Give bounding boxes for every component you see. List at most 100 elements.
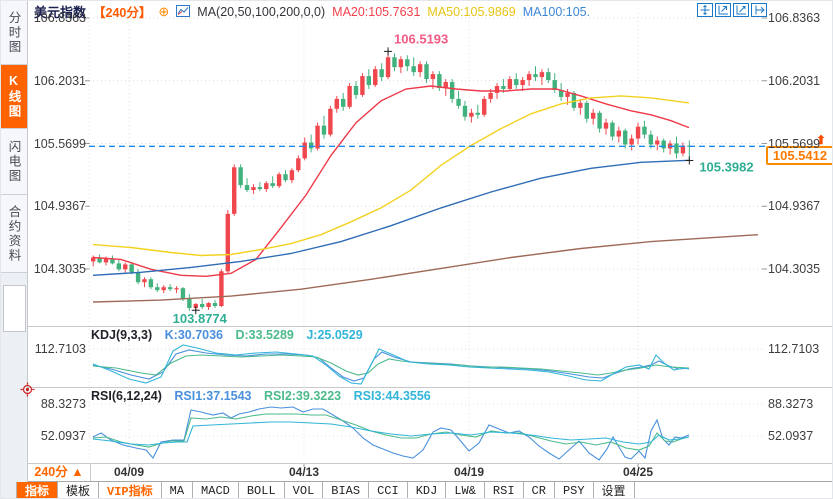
candle-body (103, 258, 109, 263)
period-label: 【240分】 (93, 6, 152, 20)
tabbar-top-border (1, 481, 832, 482)
sidebar-tab-2[interactable]: K线图 (1, 65, 27, 129)
candle-body (225, 213, 231, 272)
axis-scale-button[interactable] (715, 3, 731, 17)
period-selector[interactable]: 240分 ▲ (28, 464, 91, 481)
candle-body (526, 74, 532, 81)
plus-circle-icon[interactable]: ⊕ (158, 4, 170, 19)
ma20-value: MA20:105.7631 (332, 4, 421, 19)
rsi-label: RSI(6,12,24) (91, 389, 162, 403)
sidebar-tab-1[interactable]: 分时图 (1, 1, 27, 65)
candle-body (571, 92, 577, 108)
candle-body (289, 170, 295, 181)
sidebar-tab-4[interactable]: 合约资料 (1, 195, 27, 273)
candle-body (379, 69, 384, 78)
indicator-tab-MA[interactable]: MA (162, 482, 194, 498)
candle-body (674, 143, 679, 154)
candle-body (206, 303, 211, 308)
x-axis-date-label: 04/13 (288, 465, 320, 479)
candle-body (161, 287, 166, 291)
candle-body (135, 272, 141, 283)
candle-body (494, 86, 500, 93)
price-axis-label-right: 105.5699 (768, 136, 821, 151)
indicator-tab-VIP指标[interactable]: VIP指标 (99, 482, 162, 498)
candle-body (443, 82, 448, 88)
price-axis-label-left: 104.9367 (33, 199, 86, 214)
candle-body (366, 76, 372, 86)
axis-zoom-button[interactable] (733, 3, 749, 17)
price-up-arrow-icon: ⬆ (816, 133, 827, 147)
sidebar-tab-3[interactable]: 闪电图 (1, 129, 27, 195)
indicator-tab-模板[interactable]: 模板 (58, 482, 100, 498)
kdj-d-line (92, 354, 690, 376)
price-axis-label-left: 105.5699 (33, 136, 86, 151)
candle-body (97, 257, 102, 263)
rsi3-value: RSI3:44.3556 (353, 389, 431, 403)
indicator-tab-LW&[interactable]: LW& (446, 482, 485, 498)
candle-body (539, 72, 545, 78)
candle-body (373, 69, 378, 86)
kdj-label: KDJ(9,3,3) (91, 328, 153, 342)
indicator-tab-CR[interactable]: CR (524, 482, 555, 498)
candle-body (244, 185, 250, 191)
candle-body (398, 59, 404, 68)
candle-body (430, 74, 436, 80)
candle-body (360, 76, 365, 95)
kdj-axis-label-left: 112.7103 (34, 342, 86, 356)
candle-body (321, 125, 327, 135)
candle-body (558, 89, 564, 97)
indicator-tab-指标[interactable]: 指标 (16, 482, 59, 498)
candle-body (155, 287, 160, 291)
candle-body (565, 92, 570, 97)
ma100-value: MA100:105. (522, 4, 591, 19)
indicator-tab-BOLL[interactable]: BOLL (239, 482, 285, 498)
candle-body (411, 66, 416, 73)
candle-body (251, 187, 256, 191)
pan-right-button[interactable] (751, 3, 767, 17)
indicator-tab-VOL[interactable]: VOL (285, 482, 324, 498)
candle-body (520, 80, 525, 86)
kdj-k-line (92, 349, 690, 382)
period-text: 240分 (34, 465, 68, 479)
candle-body (475, 112, 480, 115)
candle-body (456, 98, 461, 106)
candle-body (597, 112, 602, 129)
rsi-rsi3-line (92, 421, 690, 446)
price-axis-label-left: 106.2031 (33, 73, 86, 88)
hot-target-icon[interactable] (20, 382, 35, 402)
candle-body (212, 303, 218, 307)
recent-low-annotation: 105.3982 (699, 160, 753, 175)
candle-body (328, 108, 333, 135)
x-axis-date-label: 04/25 (622, 465, 654, 479)
candle-body (405, 59, 410, 67)
indicator-tab-CCI[interactable]: CCI (369, 482, 408, 498)
indicator-tab-KDJ[interactable]: KDJ (408, 482, 447, 498)
chart-header: 美元指数 【240分】 ⊕ MA(20,50,100,200,0,0) MA20… (34, 3, 590, 20)
candle-body (238, 167, 243, 186)
candle-body (610, 122, 615, 137)
candle-body (514, 79, 519, 86)
period-dropdown-arrow-icon: ▲ (71, 465, 84, 479)
candle-body (424, 64, 429, 80)
indicator-tab-BIAS[interactable]: BIAS (323, 482, 370, 498)
rsi-axis-label-right: 52.0937 (768, 429, 814, 443)
rsi-panel-title: RSI(6,12,24) RSI1:37.1543 RSI2:39.3223 R… (91, 389, 440, 403)
candle-body (590, 112, 596, 119)
indicator-tab-RSI[interactable]: RSI (485, 482, 524, 498)
sidebar-empty-box (3, 285, 26, 332)
candle-body (552, 80, 557, 90)
indicator-tab-PSY[interactable]: PSY (555, 482, 594, 498)
kdj-axis-label-right: 112.7103 (768, 342, 820, 356)
ma100-line (92, 159, 690, 276)
low-annotation: 103.8774 (173, 311, 228, 326)
ma200-line (92, 234, 759, 303)
indicator-tab-设置[interactable]: 设置 (594, 482, 635, 498)
ma50-value: MA50:105.9869 (427, 4, 516, 19)
indicator-tab-MACD[interactable]: MACD (193, 482, 239, 498)
x-axis-date-label: 04/19 (453, 465, 485, 479)
candle-body (482, 98, 487, 115)
kdj-panel-title: KDJ(9,3,3) K:30.7036 D:33.5289 J:25.0529 (91, 328, 372, 342)
price-axis-label-right: 104.3035 (768, 262, 821, 276)
crosshair-tool-button[interactable] (697, 3, 713, 17)
